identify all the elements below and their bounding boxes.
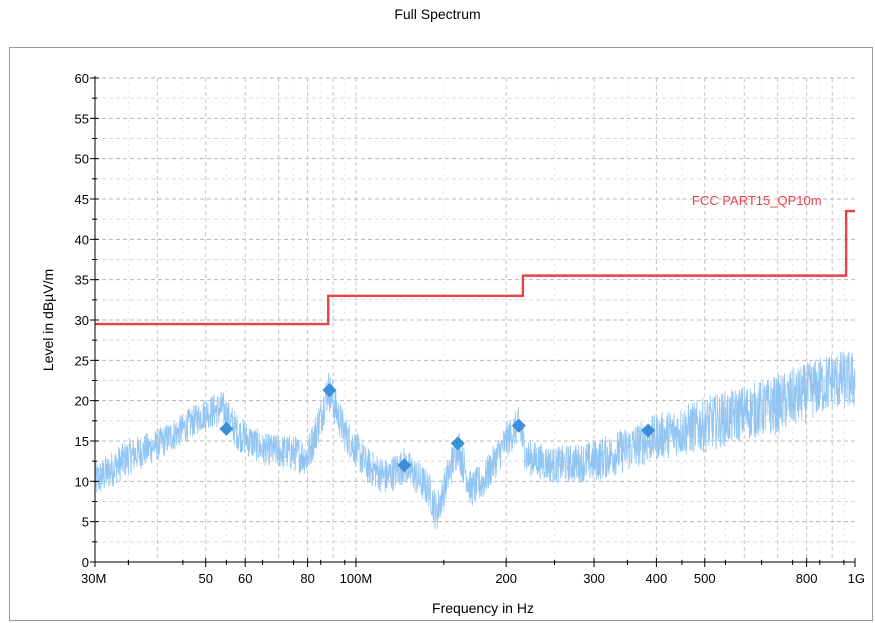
y-tick-label: 45 [75, 192, 89, 207]
measurement-marker [322, 383, 337, 398]
y-tick-label: 55 [75, 111, 89, 126]
x-tick-label: 400 [646, 571, 668, 586]
measurement-marker [397, 458, 412, 473]
x-tick-label: 800 [796, 571, 818, 586]
x-tick-label: 200 [495, 571, 517, 586]
y-tick-label: 20 [75, 394, 89, 409]
x-tick-label: 500 [694, 571, 716, 586]
x-tick-label: 300 [583, 571, 605, 586]
y-tick-label: 15 [75, 434, 89, 449]
y-tick-label: 35 [75, 273, 89, 288]
measurement-marker [511, 418, 526, 433]
measurement-marker [641, 423, 656, 438]
y-tick-label: 10 [75, 474, 89, 489]
y-tick-label: 30 [75, 313, 89, 328]
y-tick-label: 5 [82, 515, 89, 530]
y-tick-label: 50 [75, 152, 89, 167]
x-tick-label: 1G [848, 571, 865, 586]
plot-area [94, 209, 856, 530]
x-tick-label: 80 [300, 571, 314, 586]
limit-line-label: FCC PART15_QP10m [692, 193, 822, 208]
y-tick-label: 60 [75, 71, 89, 86]
y-tick-label: 0 [82, 555, 89, 570]
axes: 0 5 10 15 20 25 30 35 40 45 50 55 60 30M 50 60 80 100M 200… [75, 71, 865, 586]
chart-title: Full Spectrum [394, 6, 481, 22]
measurement-marker [450, 436, 465, 451]
x-tick-label: 60 [238, 571, 252, 586]
limit-line [95, 209, 855, 326]
x-tick-label: 100M [340, 571, 373, 586]
y-tick-label: 40 [75, 232, 89, 247]
x-tick-label: 50 [198, 571, 212, 586]
x-tick-label: 30M [81, 571, 106, 586]
measurement-marker [219, 421, 234, 436]
y-axis-label: Level in dBµV/m [40, 269, 56, 371]
x-axis-label: Frequency in Hz [432, 600, 534, 616]
y-tick-label: 25 [75, 353, 89, 368]
spectrum-trace [94, 351, 856, 530]
